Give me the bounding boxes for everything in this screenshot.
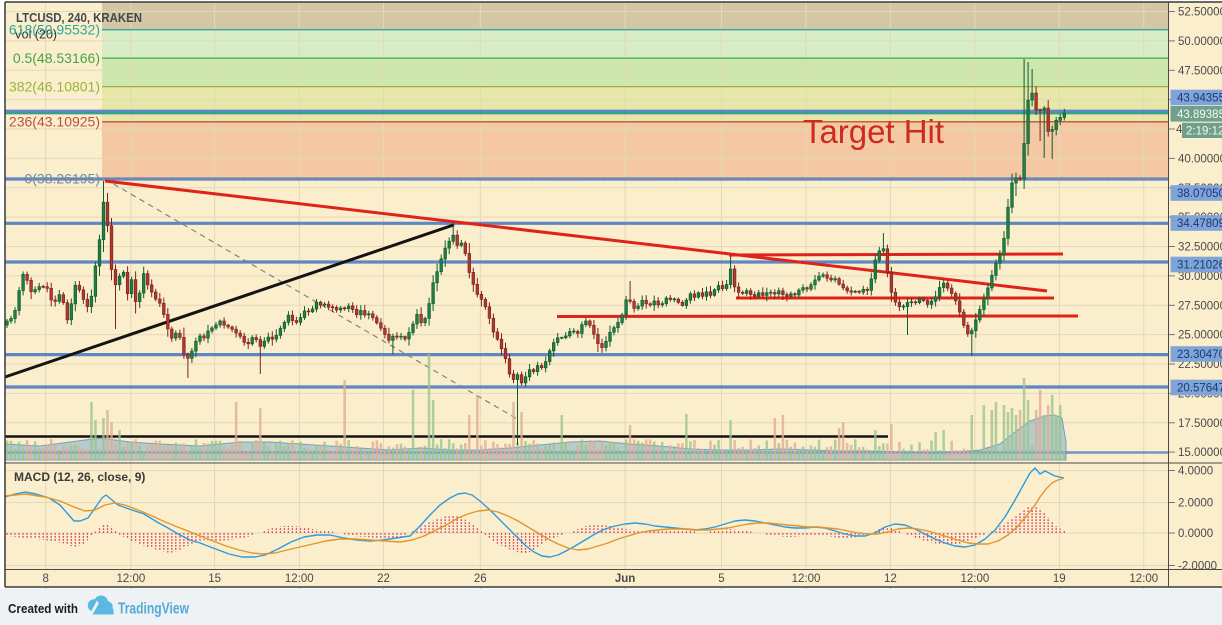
svg-text:LTCUSD, 240, KRAKEN: LTCUSD, 240, KRAKEN — [16, 10, 142, 25]
svg-text:25.00000: 25.00000 — [1178, 330, 1222, 342]
svg-text:12:00: 12:00 — [792, 573, 821, 585]
svg-text:52.50000: 52.50000 — [1178, 7, 1222, 19]
svg-text:0.0000: 0.0000 — [1178, 528, 1213, 540]
svg-text:27.50000: 27.50000 — [1178, 300, 1222, 312]
svg-text:26: 26 — [474, 573, 487, 585]
svg-text:31.21026: 31.21026 — [1177, 260, 1222, 272]
svg-text:MACD (12, 26, close, 9): MACD (12, 26, close, 9) — [14, 470, 145, 484]
svg-text:22.50000: 22.50000 — [1178, 359, 1222, 371]
svg-text:Vol (20): Vol (20) — [14, 28, 57, 42]
svg-text:38.07050: 38.07050 — [1177, 188, 1222, 200]
svg-text:15: 15 — [208, 573, 221, 585]
svg-text:Created with: Created with — [8, 602, 78, 616]
svg-text:15.00000: 15.00000 — [1178, 447, 1222, 459]
svg-text:43.89385: 43.89385 — [1177, 109, 1222, 121]
svg-text:47.50000: 47.50000 — [1178, 65, 1222, 77]
svg-text:43.94355: 43.94355 — [1177, 93, 1222, 105]
svg-text:-2.0000: -2.0000 — [1178, 561, 1217, 573]
svg-text:TradingView: TradingView — [118, 601, 190, 618]
svg-text:30.00000: 30.00000 — [1178, 271, 1222, 283]
svg-text:12:00: 12:00 — [1129, 573, 1158, 585]
svg-text:12: 12 — [884, 573, 897, 585]
svg-text:50.00000: 50.00000 — [1178, 36, 1222, 48]
svg-text:Target Hit: Target Hit — [803, 113, 944, 150]
svg-text:17.50000: 17.50000 — [1178, 418, 1222, 430]
svg-text:Jun: Jun — [615, 573, 635, 585]
svg-text:40.00000: 40.00000 — [1178, 153, 1222, 165]
svg-text:34.47809: 34.47809 — [1177, 218, 1222, 230]
svg-text:5: 5 — [718, 573, 724, 585]
svg-text:22: 22 — [377, 573, 390, 585]
svg-text:4.0000: 4.0000 — [1178, 466, 1213, 478]
svg-text:2.0000: 2.0000 — [1178, 498, 1213, 510]
svg-text:12:00: 12:00 — [117, 573, 146, 585]
svg-text:20.57647: 20.57647 — [1177, 383, 1222, 395]
svg-text:0(38.26195): 0(38.26195) — [24, 171, 100, 187]
svg-text:0.5(48.53166): 0.5(48.53166) — [13, 50, 100, 66]
svg-text:12:00: 12:00 — [961, 573, 990, 585]
svg-text:382(46.10801): 382(46.10801) — [9, 79, 100, 95]
svg-text:8: 8 — [42, 573, 48, 585]
svg-text:19: 19 — [1053, 573, 1066, 585]
svg-text:236(43.10925): 236(43.10925) — [9, 114, 100, 130]
svg-text:32.50000: 32.50000 — [1178, 242, 1222, 254]
svg-text:2:19:12: 2:19:12 — [1186, 125, 1222, 137]
svg-text:23.30470: 23.30470 — [1177, 349, 1222, 361]
svg-text:618(50.95532): 618(50.95532) — [9, 22, 100, 38]
svg-text:12:00: 12:00 — [285, 573, 314, 585]
